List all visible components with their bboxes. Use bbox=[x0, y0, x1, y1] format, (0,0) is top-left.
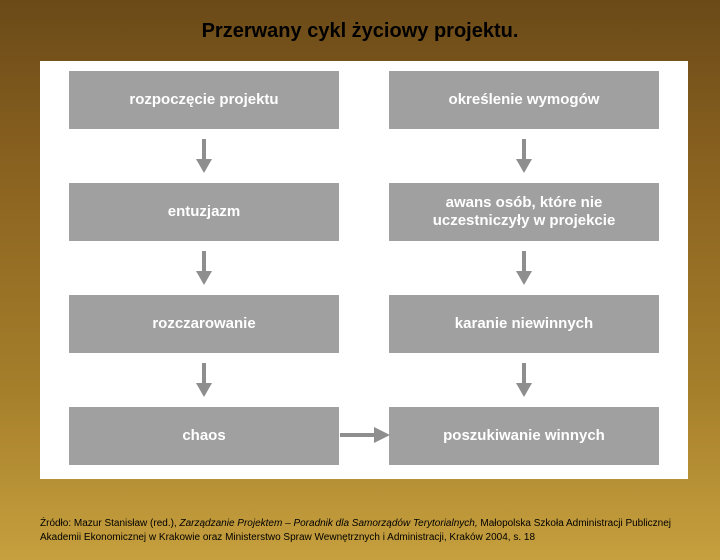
box-right-3: poszukiwanie winnych bbox=[389, 407, 659, 465]
box-left-1: entuzjazm bbox=[69, 183, 339, 241]
arrow-down-icon bbox=[512, 139, 536, 173]
arrow-down-icon bbox=[512, 363, 536, 397]
page-title: Przerwany cykl życiowy projektu. bbox=[0, 20, 720, 43]
arrow-right-wrap bbox=[340, 423, 390, 452]
box-left-0: rozpoczęcie projektu bbox=[69, 71, 339, 129]
arrow-down-icon bbox=[192, 139, 216, 173]
source-italic: Zarządzanie Projektem – Poradnik dla Sam… bbox=[180, 518, 478, 529]
box-left-3: chaos bbox=[69, 407, 339, 465]
box-right-1: awans osób, które nie uczestniczyły w pr… bbox=[389, 183, 659, 241]
arrow-down-icon bbox=[192, 363, 216, 397]
box-right-2: karanie niewinnych bbox=[389, 295, 659, 353]
flow-columns: rozpoczęcie projektu entuzjazm rozczarow… bbox=[50, 69, 678, 465]
right-column: określenie wymogów awans osób, które nie… bbox=[389, 71, 659, 465]
arrow-right-icon bbox=[340, 423, 390, 447]
arrow-down-icon bbox=[192, 251, 216, 285]
arrow-down-icon bbox=[512, 251, 536, 285]
box-left-2: rozczarowanie bbox=[69, 295, 339, 353]
diagram-canvas: rozpoczęcie projektu entuzjazm rozczarow… bbox=[40, 61, 688, 479]
box-right-0: określenie wymogów bbox=[389, 71, 659, 129]
source-prefix: Źródło: Mazur Stanisław (red.), bbox=[40, 518, 180, 529]
left-column: rozpoczęcie projektu entuzjazm rozczarow… bbox=[69, 71, 339, 465]
